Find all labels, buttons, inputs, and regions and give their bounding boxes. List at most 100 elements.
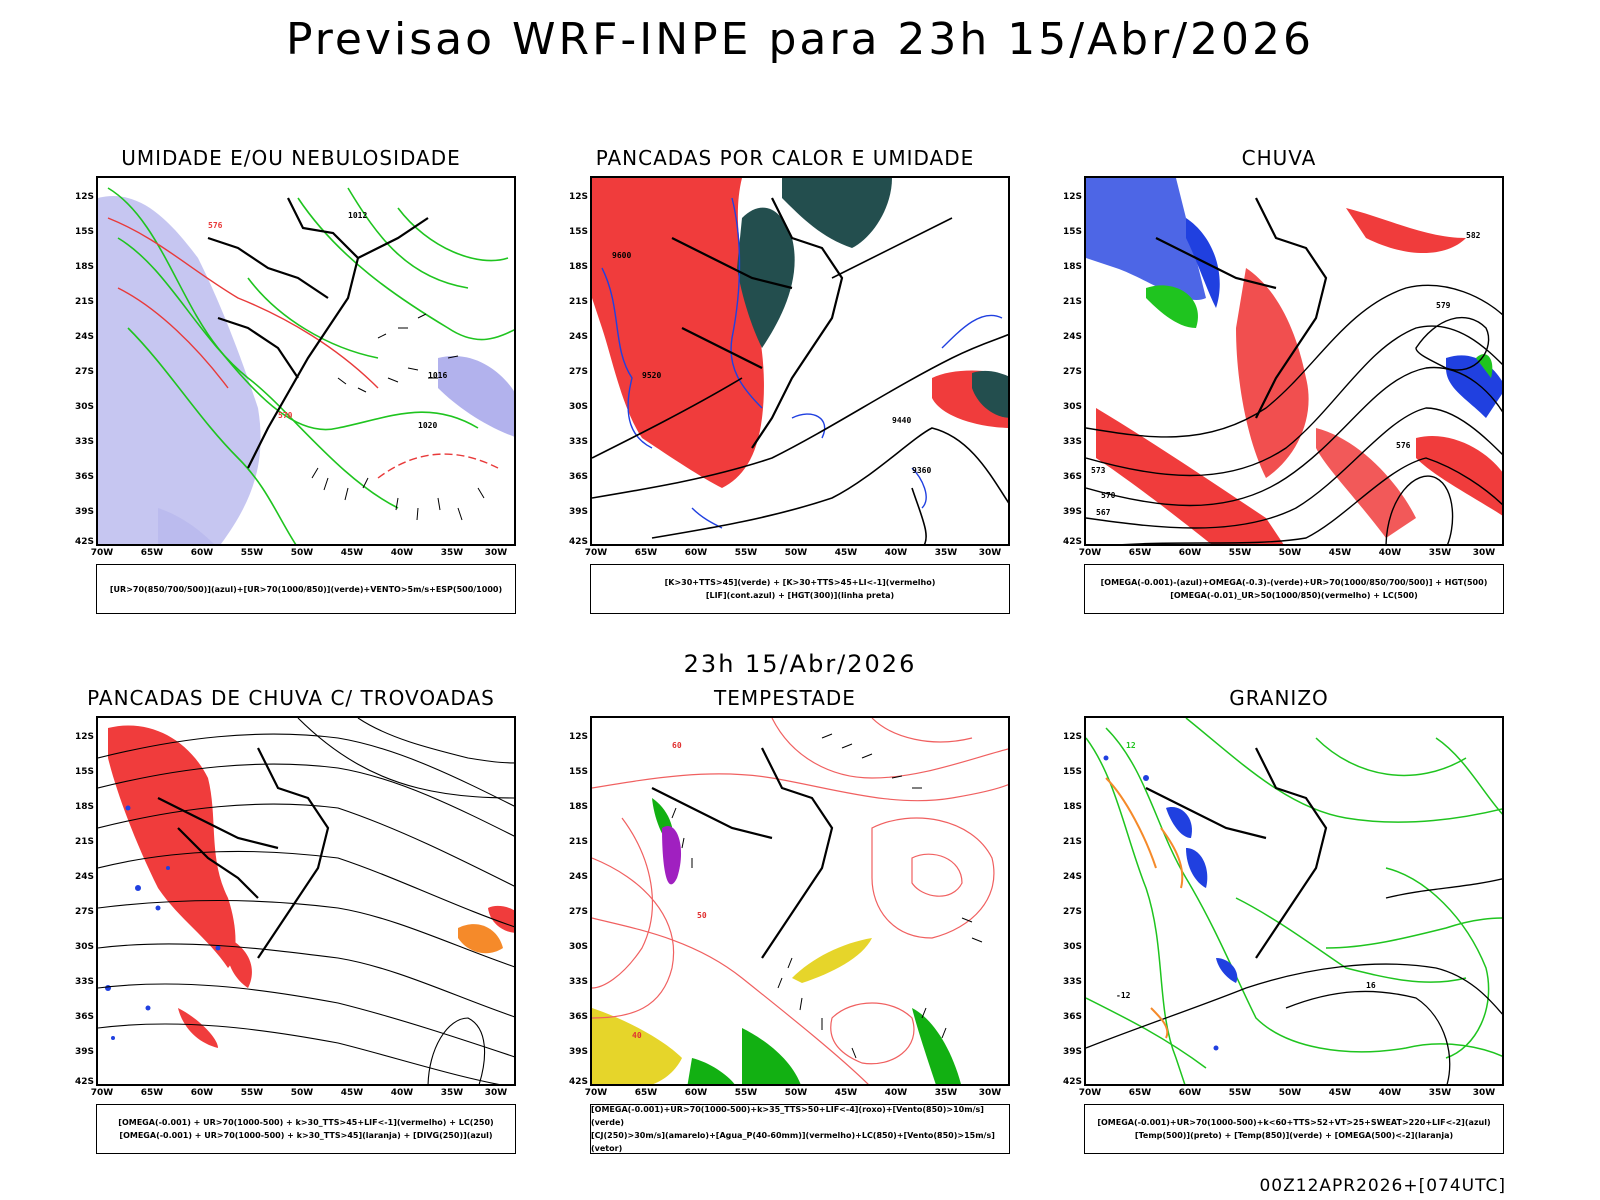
- lat-label: 24S: [74, 332, 94, 342]
- forecast-map[interactable]: [96, 716, 516, 1086]
- panel-granizo: GRANIZO: [1034, 686, 1524, 1166]
- lat-label: 30S: [74, 942, 94, 952]
- lon-label: 30W: [978, 1088, 1002, 1098]
- lat-label: 27S: [568, 907, 588, 917]
- lat-label: 36S: [568, 1012, 588, 1022]
- lat-label: 33S: [568, 437, 588, 447]
- legend-line: [Temp(500)](preto) + [Temp(850)](verde) …: [1134, 1131, 1454, 1140]
- lon-label: 45W: [1328, 1088, 1352, 1098]
- lat-label: 30S: [568, 402, 588, 412]
- lat-label: 33S: [74, 977, 94, 987]
- lat-label: 21S: [74, 837, 94, 847]
- lat-label: 12S: [1062, 732, 1082, 742]
- lat-label: 24S: [74, 872, 94, 882]
- panel-legend: [OMEGA(-0.001)+UR>70(1000-500)+k<60+TTS>…: [1084, 1104, 1504, 1154]
- lon-label: 65W: [634, 1088, 658, 1098]
- forecast-map[interactable]: -12 16 12: [1084, 716, 1504, 1086]
- lat-label: 12S: [74, 192, 94, 202]
- lat-label: 27S: [74, 907, 94, 917]
- lat-label: 12S: [1062, 192, 1082, 202]
- panel-pancadas-calor: PANCADAS POR CALOR E UMIDADE: [540, 146, 1030, 626]
- lon-label: 35W: [934, 548, 958, 558]
- lat-label: 27S: [1062, 367, 1082, 377]
- lon-label: 55W: [240, 1088, 264, 1098]
- contour-label: 570: [1101, 491, 1116, 500]
- forecast-map[interactable]: 9600 9520 9440 9360: [590, 176, 1010, 546]
- panel-legend: [OMEGA(-0.001)+UR>70(1000-500)+k>35_TTS>…: [590, 1104, 1010, 1154]
- lon-label: 70W: [1078, 1088, 1102, 1098]
- lon-label: 55W: [734, 1088, 758, 1098]
- forecast-map[interactable]: 1012 1016 1020 570 576: [96, 176, 516, 546]
- legend-line: [UR>70(850/700/500)](azul)+[UR>70(1000/8…: [109, 584, 503, 594]
- lon-label: 60W: [1178, 1088, 1202, 1098]
- lon-label: 45W: [834, 1088, 858, 1098]
- lat-label: 33S: [1062, 437, 1082, 447]
- lat-label: 27S: [74, 367, 94, 377]
- lat-label: 12S: [568, 192, 588, 202]
- lat-label: 42S: [74, 537, 94, 547]
- lon-label: 50W: [784, 548, 808, 558]
- lon-label: 60W: [190, 1088, 214, 1098]
- lat-label: 15S: [1062, 227, 1082, 237]
- lon-label: 65W: [140, 548, 164, 558]
- lon-label: 45W: [1328, 548, 1352, 558]
- lat-label: 39S: [1062, 1047, 1082, 1057]
- panel-chuva: CHUVA: [1034, 146, 1524, 626]
- lat-label: 24S: [1062, 332, 1082, 342]
- run-info: 00Z12APR2026+[074UTC]: [1259, 1176, 1506, 1196]
- lon-label: 35W: [440, 1088, 464, 1098]
- lon-label: 35W: [1428, 1088, 1452, 1098]
- lat-label: 15S: [74, 227, 94, 237]
- contour-label: 570: [278, 411, 293, 420]
- contour-label: 1016: [428, 371, 447, 380]
- legend-line: [K>30+TTS>45](verde) + [K>30+TTS>45+LI<-…: [664, 578, 936, 587]
- lat-label: 36S: [1062, 1012, 1082, 1022]
- legend-line: [LIF](cont.azul) + [HGT(300)](linha pret…: [705, 591, 895, 600]
- panel-legend: [UR>70(850/700/500)](azul)+[UR>70(1000/8…: [96, 564, 516, 614]
- panel-umidade: UMIDADE E/OU NEBULOSIDADE: [46, 146, 536, 626]
- lat-label: 24S: [1062, 872, 1082, 882]
- lon-label: 40W: [1378, 548, 1402, 558]
- contour-label: 567: [1096, 508, 1111, 517]
- panel-legend: [OMEGA(-0.001) + UR>70(1000-500) + k>30_…: [96, 1104, 516, 1154]
- lon-label: 40W: [390, 548, 414, 558]
- lat-label: 42S: [74, 1077, 94, 1087]
- lat-label: 21S: [568, 297, 588, 307]
- lat-label: 18S: [568, 262, 588, 272]
- lat-label: 24S: [568, 872, 588, 882]
- lon-label: 35W: [934, 1088, 958, 1098]
- forecast-map[interactable]: 582 579 576 573 570 567: [1084, 176, 1504, 546]
- forecast-map[interactable]: 40 50 60: [590, 716, 1010, 1086]
- lat-label: 36S: [568, 472, 588, 482]
- contour-label: 16: [1366, 981, 1376, 990]
- contour-label: 12: [1126, 741, 1136, 750]
- lat-label: 42S: [568, 537, 588, 547]
- panel-title: CHUVA: [1241, 146, 1317, 170]
- lon-label: 35W: [1428, 548, 1452, 558]
- lat-label: 15S: [1062, 767, 1082, 777]
- lat-label: 15S: [568, 767, 588, 777]
- contour-label: 60: [672, 741, 682, 750]
- lon-label: 55W: [1228, 1088, 1252, 1098]
- legend-line: [CJ(250)>30m/s](amarelo)+[Agua_P(40-60mm…: [591, 1131, 995, 1153]
- lon-label: 70W: [90, 548, 114, 558]
- contour-label: 9520: [642, 371, 661, 380]
- lat-label: 39S: [1062, 507, 1082, 517]
- lat-label: 21S: [1062, 297, 1082, 307]
- lat-label: 42S: [1062, 1077, 1082, 1087]
- lat-label: 30S: [74, 402, 94, 412]
- legend-line: [OMEGA(-0.01)_UR>50(1000/850)(vermelho) …: [1170, 591, 1418, 600]
- lon-label: 45W: [340, 1088, 364, 1098]
- lon-label: 60W: [1178, 548, 1202, 558]
- lon-label: 65W: [634, 548, 658, 558]
- lon-label: 60W: [684, 548, 708, 558]
- lat-label: 30S: [568, 942, 588, 952]
- lon-label: 55W: [734, 548, 758, 558]
- panel-legend: [K>30+TTS>45](verde) + [K>30+TTS>45+LI<-…: [590, 564, 1010, 614]
- lat-label: 18S: [568, 802, 588, 812]
- lon-label: 60W: [190, 548, 214, 558]
- legend-line: [OMEGA(-0.001)-(azul)+OMEGA(-0.3)-(verde…: [1100, 578, 1488, 587]
- legend-line: [OMEGA(-0.001)+UR>70(1000-500)+k<60+TTS>…: [1097, 1118, 1491, 1127]
- lat-label: 18S: [1062, 802, 1082, 812]
- lon-label: 30W: [484, 1088, 508, 1098]
